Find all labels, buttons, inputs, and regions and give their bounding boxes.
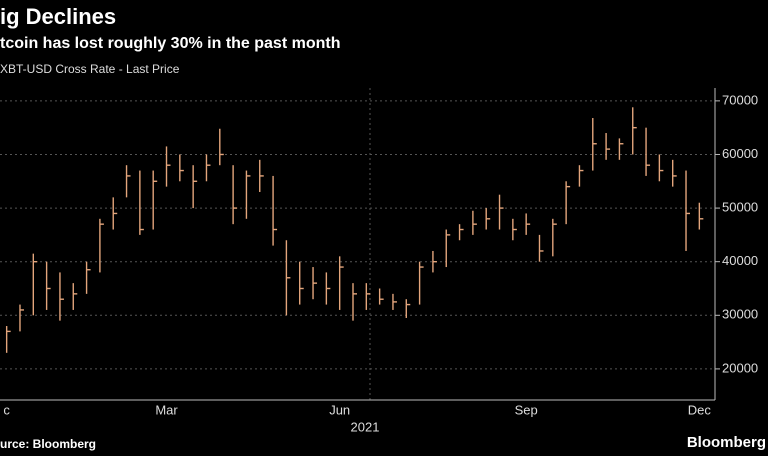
brand: Bloomberg [687, 434, 766, 451]
chart-subtitle: tcoin has lost roughly 30% in the past m… [0, 35, 340, 52]
x-tick-label: Sep [515, 402, 538, 417]
x-group-label: 2021 [351, 419, 380, 434]
series-label: XBT-USD Cross Rate - Last Price [0, 62, 180, 76]
chart-title: ig Declines [0, 4, 116, 29]
source: urce: Bloomberg [0, 437, 96, 451]
y-tick-label: 30000 [722, 307, 758, 322]
y-tick-label: 70000 [722, 92, 758, 107]
x-tick-label: Jun [329, 402, 350, 417]
x-tick-label: c [3, 402, 10, 417]
y-tick-label: 40000 [722, 253, 758, 268]
x-tick-label: Dec [688, 402, 712, 417]
y-tick-label: 50000 [722, 200, 758, 215]
y-tick-label: 20000 [722, 360, 758, 375]
x-tick-label: Mar [155, 402, 178, 417]
y-tick-label: 60000 [722, 146, 758, 161]
